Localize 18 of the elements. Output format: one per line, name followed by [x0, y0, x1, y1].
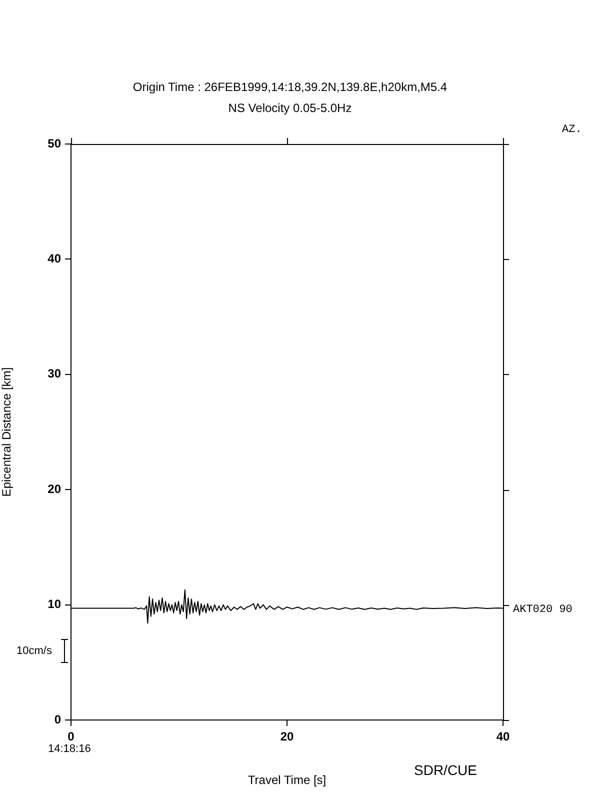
annotation: AKT020 90 [513, 604, 572, 616]
y-axis-title: Epicentral Distance [km] [0, 367, 14, 497]
y-tick-label: 50 [48, 136, 62, 150]
x-tick-label: 20 [280, 730, 294, 744]
chart-title: Origin Time : 26FEB1999,14:18,39.2N,139.8E,h20km,M5.4 [132, 80, 448, 94]
x-tick-label: 0 [68, 730, 75, 744]
y-tick-label: 40 [48, 252, 62, 266]
y-tick-label: 10 [48, 597, 62, 612]
y-tick-label: 30 [48, 366, 62, 381]
text: AZ. [562, 124, 582, 136]
text: 14:18:16 [48, 743, 91, 755]
text: 10cm/s [16, 645, 52, 657]
x-tick-label: 40 [496, 730, 510, 744]
y-tick-label: 0 [54, 712, 62, 726]
y-tick-label: 20 [48, 482, 62, 496]
text: SDR/CUE [414, 762, 478, 778]
x-axis-title: Travel Time [s] [248, 773, 326, 788]
chart-subtitle: NS Velocity 0.05-5.0Hz [227, 101, 353, 115]
